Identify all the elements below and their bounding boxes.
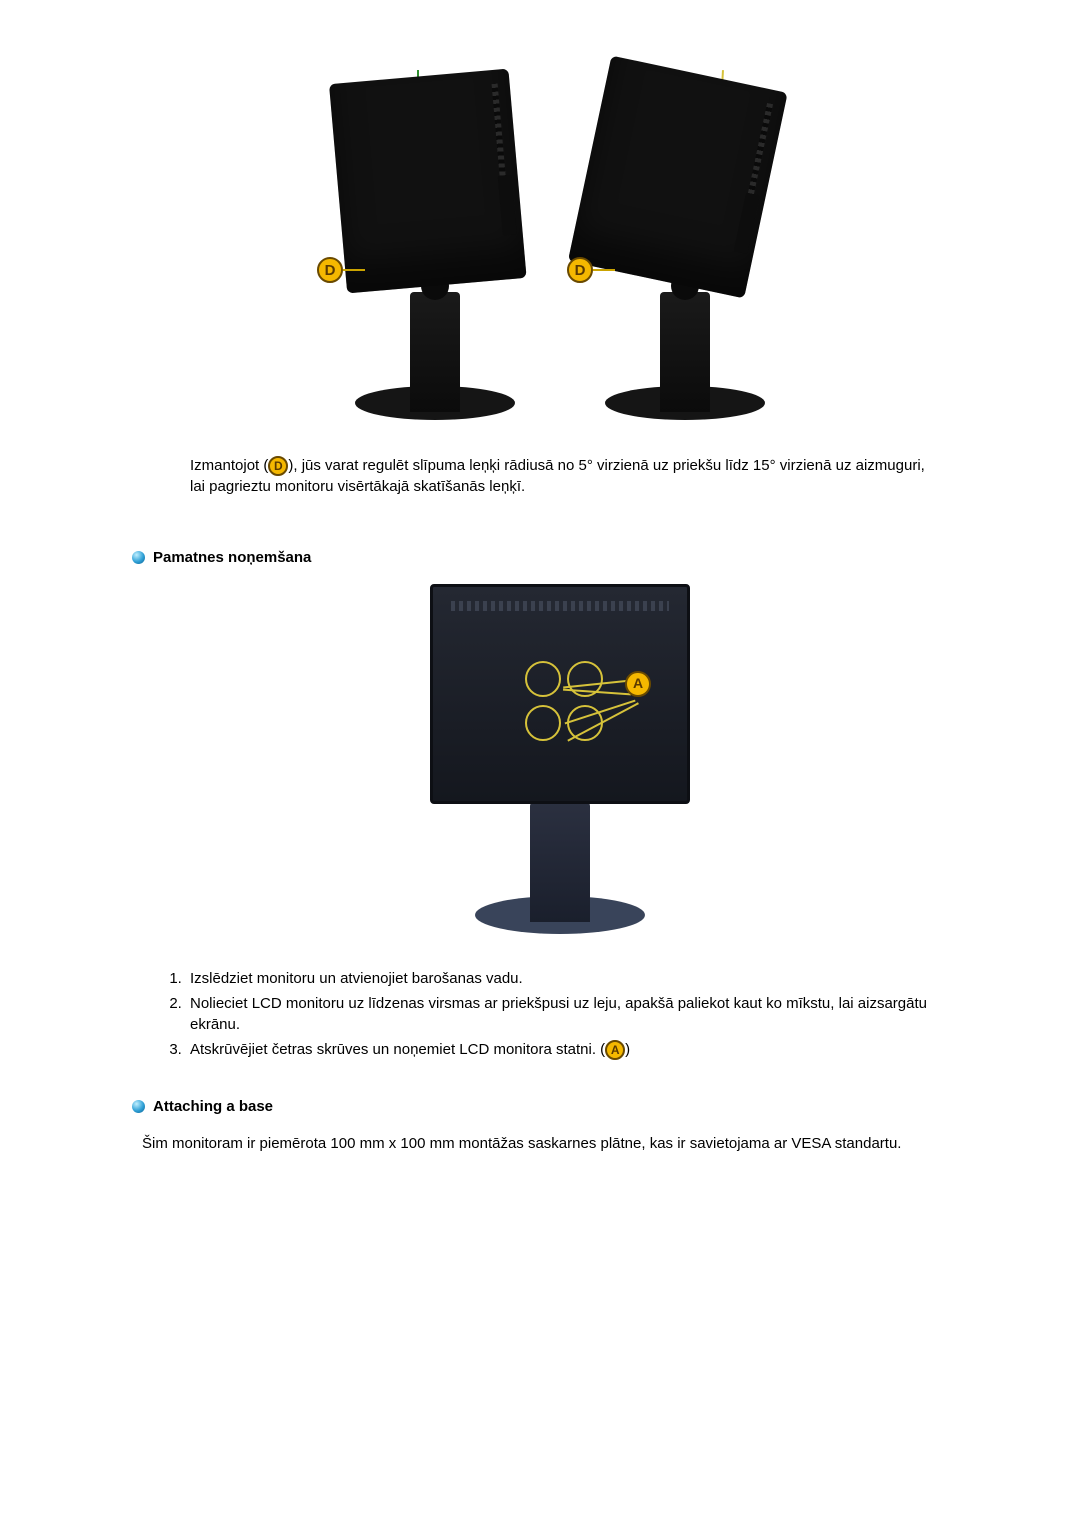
- heading-text: Attaching a base: [153, 1096, 273, 1117]
- remove-base-steps: Izslēdziet monitoru un atvienojiet baroš…: [176, 968, 970, 1060]
- section-heading-attach-base: Attaching a base: [132, 1096, 970, 1117]
- attach-base-text: Šim monitoram ir piemērota 100 mm x 100 …: [142, 1133, 970, 1154]
- document-page: -5° D 15° D Izmantojot (D), jūs varat re…: [0, 0, 1080, 1154]
- a-badge-icon: A: [625, 671, 651, 697]
- d-callout: D: [567, 254, 615, 286]
- list-item: Nolieciet LCD monitoru uz līdzenas virsm…: [186, 993, 970, 1035]
- monitor-stand: [530, 802, 590, 922]
- step-text-close: ): [625, 1041, 630, 1058]
- heading-text: Pamatnes noņemšana: [153, 547, 311, 568]
- screw-ring-icon: [525, 705, 561, 741]
- bullet-icon: [132, 551, 145, 564]
- a-badge-inline-icon: A: [605, 1040, 625, 1060]
- screw-ring-icon: [525, 661, 561, 697]
- tilt-figure-left: -5° D: [315, 70, 555, 430]
- section-heading-remove-base: Pamatnes noņemšana: [132, 547, 970, 568]
- list-item: Izslēdziet monitoru un atvienojiet baroš…: [186, 968, 970, 989]
- bullet-icon: [132, 1100, 145, 1113]
- tilt-caption: Izmantojot (D), jūs varat regulēt slīpum…: [190, 455, 940, 541]
- d-leader-line: [593, 269, 615, 271]
- list-item: Atskrūvējiet četras skrūves un noņemiet …: [186, 1039, 970, 1060]
- d-leader-line: [343, 269, 365, 271]
- d-callout: D: [317, 254, 365, 286]
- tilt-figure-row: -5° D 15° D: [150, 70, 970, 430]
- tilt-figure-right: 15° D: [565, 70, 805, 430]
- step-text: Atskrūvējiet četras skrūves un noņemiet …: [190, 1041, 605, 1058]
- step-text: Izslēdziet monitoru un atvienojiet baroš…: [190, 970, 523, 987]
- caption-text-post: ), jūs varat regulēt slīpuma leņķi rādiu…: [190, 457, 925, 495]
- a-leader-lines: [563, 683, 633, 723]
- monitor-stand: [410, 292, 460, 412]
- caption-text-pre: Izmantojot (: [190, 457, 268, 474]
- d-badge-icon: D: [567, 257, 593, 283]
- monitor-stand: [660, 292, 710, 412]
- d-badge-inline-icon: D: [268, 456, 288, 476]
- monitor-panel-rear: A: [430, 584, 690, 804]
- d-badge-icon: D: [317, 257, 343, 283]
- rear-figure-wrap: A: [150, 584, 970, 944]
- rear-figure: A: [410, 584, 710, 944]
- step-text: Nolieciet LCD monitoru uz līdzenas virsm…: [190, 995, 927, 1033]
